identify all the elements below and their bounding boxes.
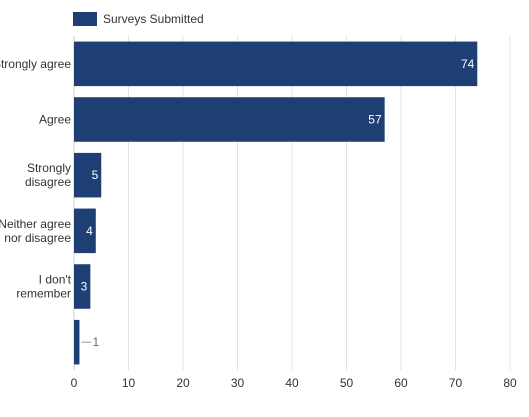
legend-swatch (73, 12, 97, 26)
data-label: 4 (86, 224, 93, 238)
x-tick-label: 70 (449, 376, 463, 390)
data-label: 57 (368, 113, 382, 127)
category-label: remember (16, 287, 71, 301)
bar (74, 319, 80, 365)
x-tick-label: 40 (285, 376, 299, 390)
x-tick-label: 30 (231, 376, 245, 390)
x-tick-label: 50 (340, 376, 354, 390)
bar (74, 152, 102, 198)
category-label: Strongly agree (0, 57, 71, 71)
bar (74, 264, 91, 309)
category-label: Neither agree (0, 217, 71, 231)
x-tick-label: 20 (176, 376, 190, 390)
category-label: nor disagree (4, 231, 71, 245)
x-tick-label: 0 (71, 376, 78, 390)
bar (74, 97, 385, 142)
data-label: 5 (92, 168, 99, 182)
x-tick-label: 60 (394, 376, 408, 390)
category-label: Agree (39, 113, 71, 127)
category-label: I don't (39, 273, 72, 287)
x-tick-label: 10 (122, 376, 136, 390)
data-label: 3 (81, 280, 88, 294)
bar (74, 208, 96, 254)
category-label: disagree (25, 175, 71, 189)
data-label: 1 (92, 335, 99, 349)
x-tick-label: 80 (503, 376, 517, 390)
bar (74, 41, 478, 87)
category-label: Strongly (27, 161, 71, 175)
data-label: 74 (461, 57, 475, 71)
legend-label: Surveys Submitted (103, 12, 204, 26)
legend: Surveys Submitted (73, 12, 204, 26)
